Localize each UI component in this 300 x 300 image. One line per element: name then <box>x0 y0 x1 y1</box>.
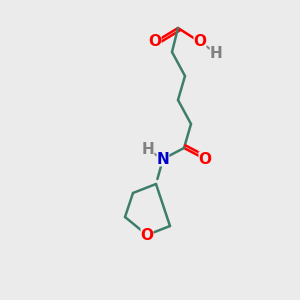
Text: N: N <box>157 152 169 166</box>
Text: O: O <box>140 227 154 242</box>
Text: O: O <box>199 152 212 166</box>
Text: H: H <box>210 46 222 61</box>
Text: H: H <box>142 142 154 158</box>
Text: O: O <box>194 34 206 50</box>
Text: O: O <box>148 34 161 50</box>
